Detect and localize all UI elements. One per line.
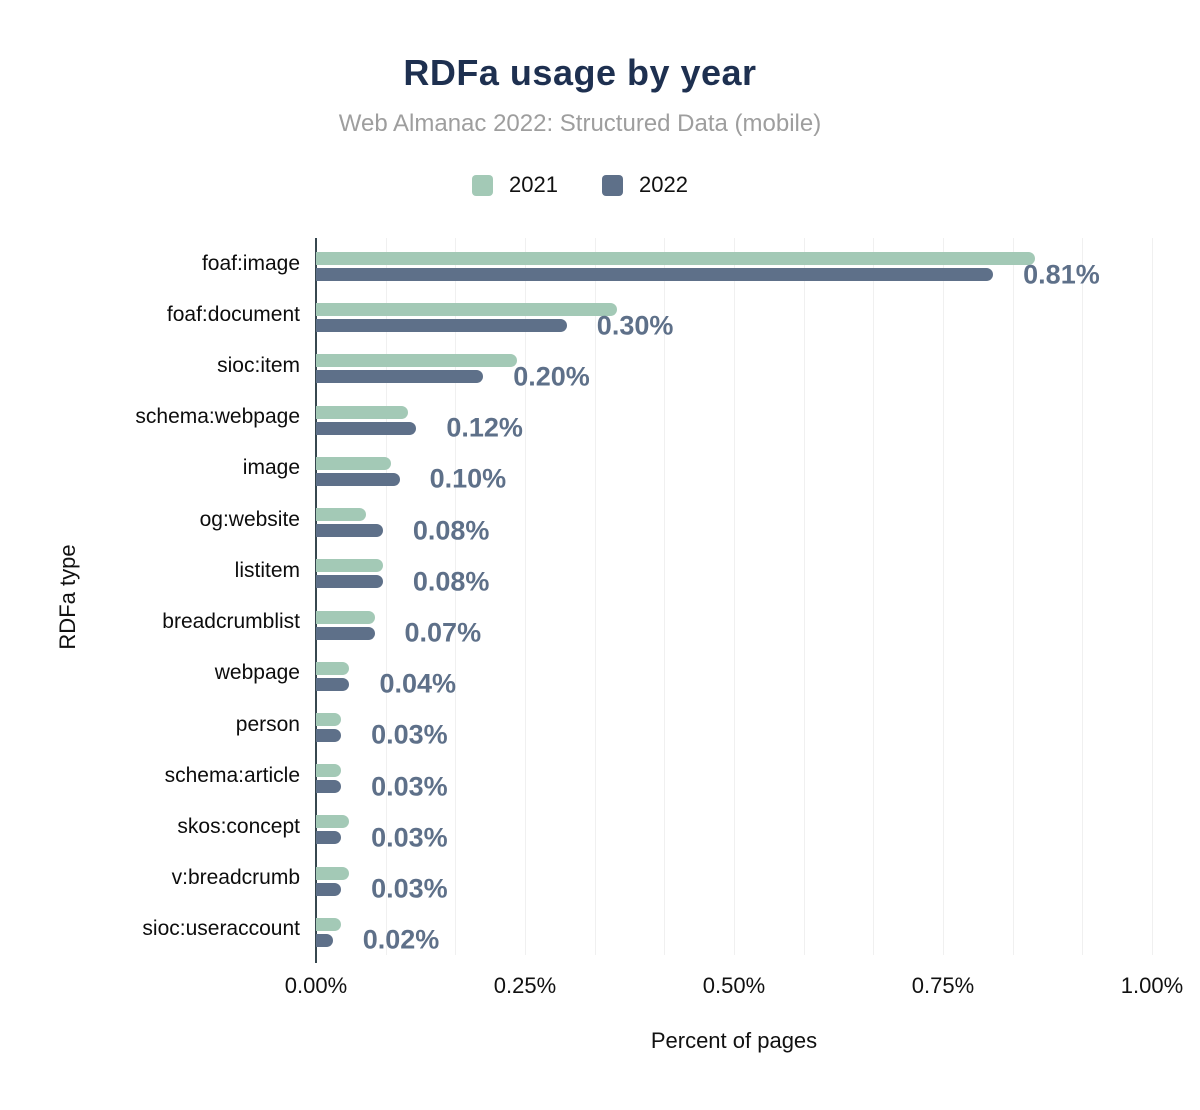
value-label: 0.12%	[446, 412, 523, 443]
category-label: schema:webpage	[135, 405, 300, 429]
gridline	[664, 238, 666, 955]
bar-2021	[316, 610, 375, 624]
gridline	[1152, 238, 1153, 955]
gridline	[385, 238, 387, 955]
category-label: listitem	[234, 558, 300, 582]
category-label: foaf:image	[201, 251, 300, 275]
y-axis-line	[315, 238, 317, 963]
bar-2022	[316, 882, 342, 896]
gridline	[873, 238, 875, 955]
category-label: v:breadcrumb	[171, 866, 300, 890]
legend-swatch-2022	[602, 174, 623, 196]
value-label: 0.03%	[371, 873, 448, 904]
value-label: 0.08%	[412, 566, 490, 597]
bar-2021	[316, 303, 617, 317]
bar-2021	[316, 764, 342, 778]
gridline	[943, 238, 944, 955]
bar-2021	[316, 354, 517, 368]
gridline	[455, 238, 457, 955]
bar-2021	[316, 815, 350, 829]
plot-area: foaf:image 0.81% foaf:document 0.30% sioc:it…	[135, 238, 1183, 998]
bar-2022	[316, 575, 383, 589]
legend-item-2021: 2021	[472, 172, 558, 198]
bar-2021	[316, 508, 367, 522]
gridline	[803, 238, 805, 955]
category-label: og:website	[199, 507, 300, 531]
x-tick-label: 0.25%	[493, 973, 557, 998]
legend: 2021 2022	[0, 172, 1160, 198]
gridline	[734, 238, 735, 955]
category-label: foaf:document	[166, 302, 300, 326]
bar-2022	[316, 319, 567, 333]
value-label: 0.03%	[371, 719, 448, 750]
bar-2022	[316, 268, 994, 281]
value-label: 0.07%	[404, 617, 482, 648]
y-axis-title: RDFa type	[55, 544, 80, 650]
gridline	[1082, 238, 1084, 955]
category-label: breadcrumblist	[162, 610, 300, 634]
legend-swatch-2021	[472, 174, 494, 196]
x-tick-label: 0.00%	[284, 973, 348, 998]
value-label: 0.30%	[596, 310, 674, 341]
bar-2022	[316, 728, 342, 742]
category-label: skos:concept	[177, 814, 300, 838]
category-label: person	[235, 712, 300, 736]
bar-2021	[316, 917, 342, 931]
gridline	[525, 238, 526, 955]
bar-2022	[316, 421, 417, 435]
x-axis-title: Percent of pages	[650, 1028, 818, 1053]
category-label: image	[242, 456, 300, 480]
bar-2021	[316, 405, 408, 419]
chart-title: RDFa usage by year	[403, 52, 757, 93]
value-label: 0.81%	[1023, 259, 1100, 289]
bar-2022	[316, 831, 342, 845]
value-label: 0.20%	[513, 361, 590, 392]
legend-item-2022: 2022	[602, 172, 688, 198]
gridline	[1012, 238, 1014, 955]
legend-label-2021: 2021	[509, 172, 558, 197]
bar-2021	[316, 559, 383, 573]
bar-2022	[316, 933, 333, 947]
bar-2021	[316, 661, 350, 675]
value-label: 0.03%	[371, 771, 448, 802]
gridline	[594, 238, 596, 955]
category-label: sioc:useraccount	[142, 917, 300, 941]
value-label: 0.08%	[412, 515, 490, 546]
category-label: sioc:item	[217, 354, 300, 378]
x-tick-label: 1.00%	[1120, 973, 1184, 998]
x-tick-label: 0.50%	[702, 973, 766, 998]
value-label: 0.03%	[371, 822, 448, 853]
value-label: 0.04%	[379, 668, 456, 699]
value-label: 0.10%	[429, 463, 507, 494]
bar-2021	[316, 712, 342, 726]
bar-2022	[316, 524, 383, 538]
bar-2022	[316, 677, 350, 691]
category-label: webpage	[214, 661, 300, 685]
bar-2022	[316, 626, 375, 640]
bar-2021	[316, 866, 350, 880]
legend-label-2022: 2022	[639, 172, 688, 197]
bar-2022	[316, 472, 400, 486]
chart-subtitle: Web Almanac 2022: Structured Data (mobil…	[338, 110, 822, 137]
category-label: schema:article	[164, 763, 300, 787]
bar-2022	[316, 370, 484, 384]
value-label: 0.02%	[362, 924, 440, 955]
bar-2021	[316, 456, 392, 470]
bar-2022	[316, 780, 342, 794]
x-tick-label: 0.75%	[911, 973, 975, 998]
bar-2021	[316, 252, 1035, 265]
